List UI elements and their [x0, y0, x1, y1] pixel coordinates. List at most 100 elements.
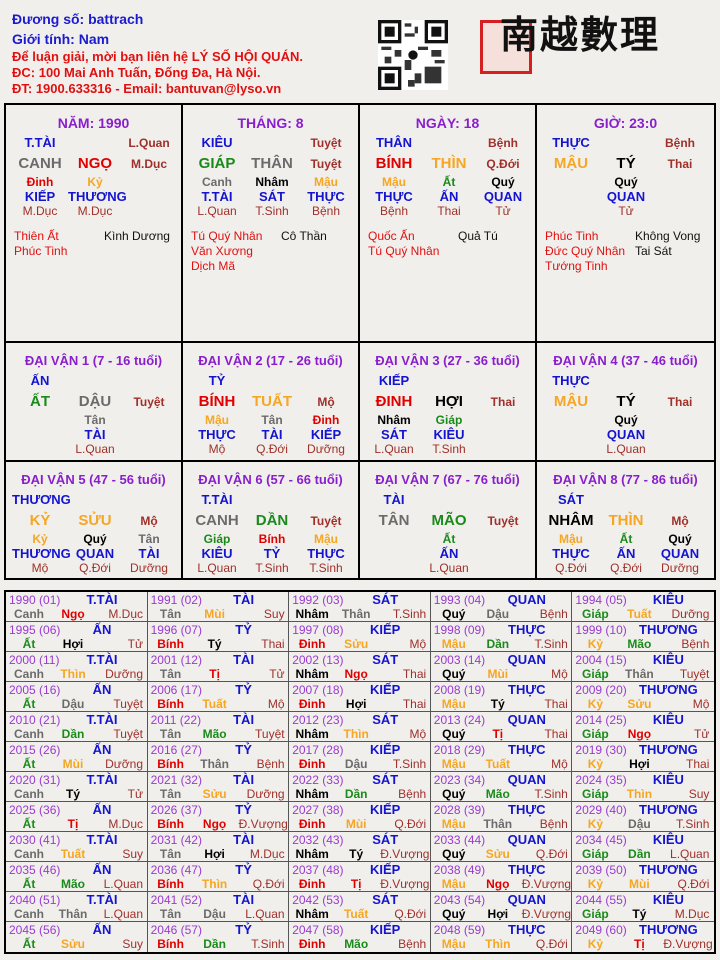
qr-code-icon — [378, 20, 448, 90]
hidden-stem: Kỷ — [87, 175, 103, 189]
shensha-other — [281, 244, 355, 259]
hidden-ten-god: QUAN — [483, 189, 523, 204]
year-top-line: 2039 (50) THƯƠNG — [575, 862, 711, 878]
year-cell: 2015 (26) ẤN Ất Mùi Dưỡng — [6, 742, 148, 772]
year-top-line: 2041 (52) TÀI — [151, 893, 286, 908]
year-cell: 2023 (34) QUAN Quý Mão T.Sinh — [430, 772, 573, 802]
stage: Tuyệt — [310, 514, 342, 528]
dai-van-stem-branch-row: KỶ SỬU Mộ — [12, 510, 175, 532]
year-top-line: 2012 (23) SÁT — [292, 712, 427, 728]
hidden-ten-god: THƯƠNG — [68, 189, 127, 204]
year-label: 1990 (01) — [9, 593, 61, 607]
hidden-stage: Thai — [437, 204, 461, 218]
stage: Thai — [667, 395, 693, 409]
year-label: 1994 (05) — [575, 593, 627, 607]
year-bottom-line: Canh Ngọ M.Dục — [9, 607, 144, 621]
earthly-branch: TUẤT — [252, 393, 292, 410]
hidden-stage-row: Bệnh Thai Tử — [366, 204, 529, 219]
dai-van-top-row: SÁT — [543, 490, 708, 510]
dai-van-stem-branch-row: ẤT DẬU Tuyệt — [12, 391, 175, 413]
shensha-auspicious: Tú Quý Nhân — [368, 244, 440, 258]
stage: Bệnh — [488, 136, 518, 150]
stage: Tử — [127, 637, 143, 651]
heavenly-stem: BÍNH — [375, 155, 413, 172]
ten-god: SÁT — [372, 892, 399, 907]
stage: Q.Đới — [535, 847, 568, 861]
ten-god: TỶ — [235, 682, 252, 697]
spacer — [599, 133, 653, 153]
heavenly-stem: Kỷ — [587, 937, 604, 951]
heavenly-stem: ĐINH — [375, 393, 413, 410]
heavenly-stem: Bính — [157, 937, 184, 951]
year-label: 2038 (49) — [433, 863, 486, 877]
hidden-ten-god: THỰC — [198, 427, 236, 442]
year-label: 2011 (22) — [150, 713, 202, 727]
ten-god: THỰC — [508, 802, 546, 817]
year-label: 2045 (56) — [9, 923, 61, 937]
hidden-stem: Bính — [258, 532, 286, 546]
heavenly-stem: Nhâm — [295, 787, 329, 801]
hidden-stem: Tân — [138, 532, 160, 546]
hidden-stage-row: Tử — [543, 204, 708, 219]
pillar-box: GIỜ: 23:0 THỰC Bệnh MẬU TÝ Thai Quý QUAN Tử Phúc … — [537, 105, 714, 343]
ten-god: SÁT — [372, 712, 399, 727]
shensha-list: Phúc Tinh Không Vong Đức Quý Nhân Tai Sát Tư… — [543, 229, 708, 274]
stage: Tử — [269, 667, 285, 681]
stage: Dưỡng — [246, 787, 285, 801]
earthly-branch: THÌN — [608, 512, 644, 529]
dai-van-box: ĐẠI VẬN 1 (7 - 16 tuổi) ẤN ẤT DẬU Tuyệt Tân TÀ… — [6, 343, 183, 462]
heavenly-stem: Bính — [157, 877, 184, 891]
year-top-line: 2035 (46) ẤN — [9, 863, 144, 878]
earthly-branch: Mùi — [204, 607, 225, 621]
heavenly-stem: Giáp — [582, 727, 609, 741]
year-cell: 1998 (09) THỰC Mậu Dần T.Sinh — [430, 622, 573, 652]
year-cell: 2009 (20) THƯƠNG Kỷ Sửu Mộ — [572, 682, 714, 712]
ten-god: KIẾP — [370, 922, 401, 937]
spacer — [245, 133, 299, 153]
dai-van-top-row: TỶ — [189, 371, 352, 391]
year-bottom-line: Quý Mão T.Sinh — [434, 787, 569, 801]
dai-van-title: ĐẠI VẬN 7 (67 - 76 tuổi) — [375, 472, 520, 487]
year-label: 1992 (03) — [292, 593, 344, 607]
dai-van-box: ĐẠI VẬN 5 (47 - 56 tuổi) THƯƠNG KỶ SỬU Mộ Kỷ Q… — [6, 462, 183, 580]
ten-god: THƯƠNG — [639, 742, 698, 757]
year-bottom-line: Quý Hợi Đ.Vượng — [434, 907, 571, 921]
hidden-stem: Kỷ — [32, 532, 48, 546]
stage: T.Sinh — [251, 937, 285, 951]
year-bottom-line: Mậu Thân Bệnh — [434, 817, 569, 831]
earthly-branch: Mão — [344, 937, 369, 951]
year-label: 2019 (30) — [575, 743, 627, 757]
year-bottom-line: Nhâm Tý Đ.Vượng — [292, 847, 430, 861]
earthly-branch: Tị — [492, 727, 504, 741]
year-bottom-line: Ất Hợi Tử — [9, 637, 144, 651]
earthly-branch: Tị — [350, 877, 362, 891]
earthly-branch: Sửu — [485, 847, 510, 861]
stage: Bệnh — [539, 817, 568, 831]
hidden-ten-god-row: TÀI — [12, 427, 175, 442]
year-top-line: 1993 (04) QUAN — [434, 593, 569, 608]
year-bottom-line: Bính Tý Thai — [151, 637, 286, 651]
heavenly-stem: Mậu — [441, 937, 466, 951]
shensha-other — [281, 259, 355, 274]
year-cell: 1996 (07) TỶ Bính Tý Thai — [147, 622, 290, 652]
hidden-ten-god: ẤN — [439, 546, 459, 561]
earthly-branch: Sửu — [202, 787, 227, 801]
year-bottom-line: Canh Tuất Suy — [9, 847, 144, 861]
stage: Thai — [261, 637, 285, 651]
hidden-stem-row: Mậu Ất Quý — [366, 175, 529, 189]
earthly-branch: Tị — [67, 817, 79, 831]
year-label: 2033 (44) — [433, 833, 486, 847]
earthly-branch: Dậu — [486, 607, 510, 621]
earthly-branch: Mão — [627, 637, 652, 651]
year-top-line: 2013 (24) QUAN — [434, 713, 569, 728]
ten-god: THƯƠNG — [639, 862, 698, 877]
stage: Đ.Vượng — [521, 877, 572, 891]
earthly-branch: SỬU — [78, 512, 112, 529]
hidden-stem: Canh — [202, 175, 232, 189]
hidden-stage: Q.Đới — [555, 561, 587, 575]
year-bottom-line: Canh Tý Tử — [9, 787, 144, 801]
earthly-branch: Thìn — [201, 877, 228, 891]
hidden-ten-god: QUAN — [75, 546, 115, 561]
heavenly-stem: Quý — [442, 787, 466, 801]
hidden-stem-row: Canh Nhâm Mậu — [189, 175, 352, 189]
